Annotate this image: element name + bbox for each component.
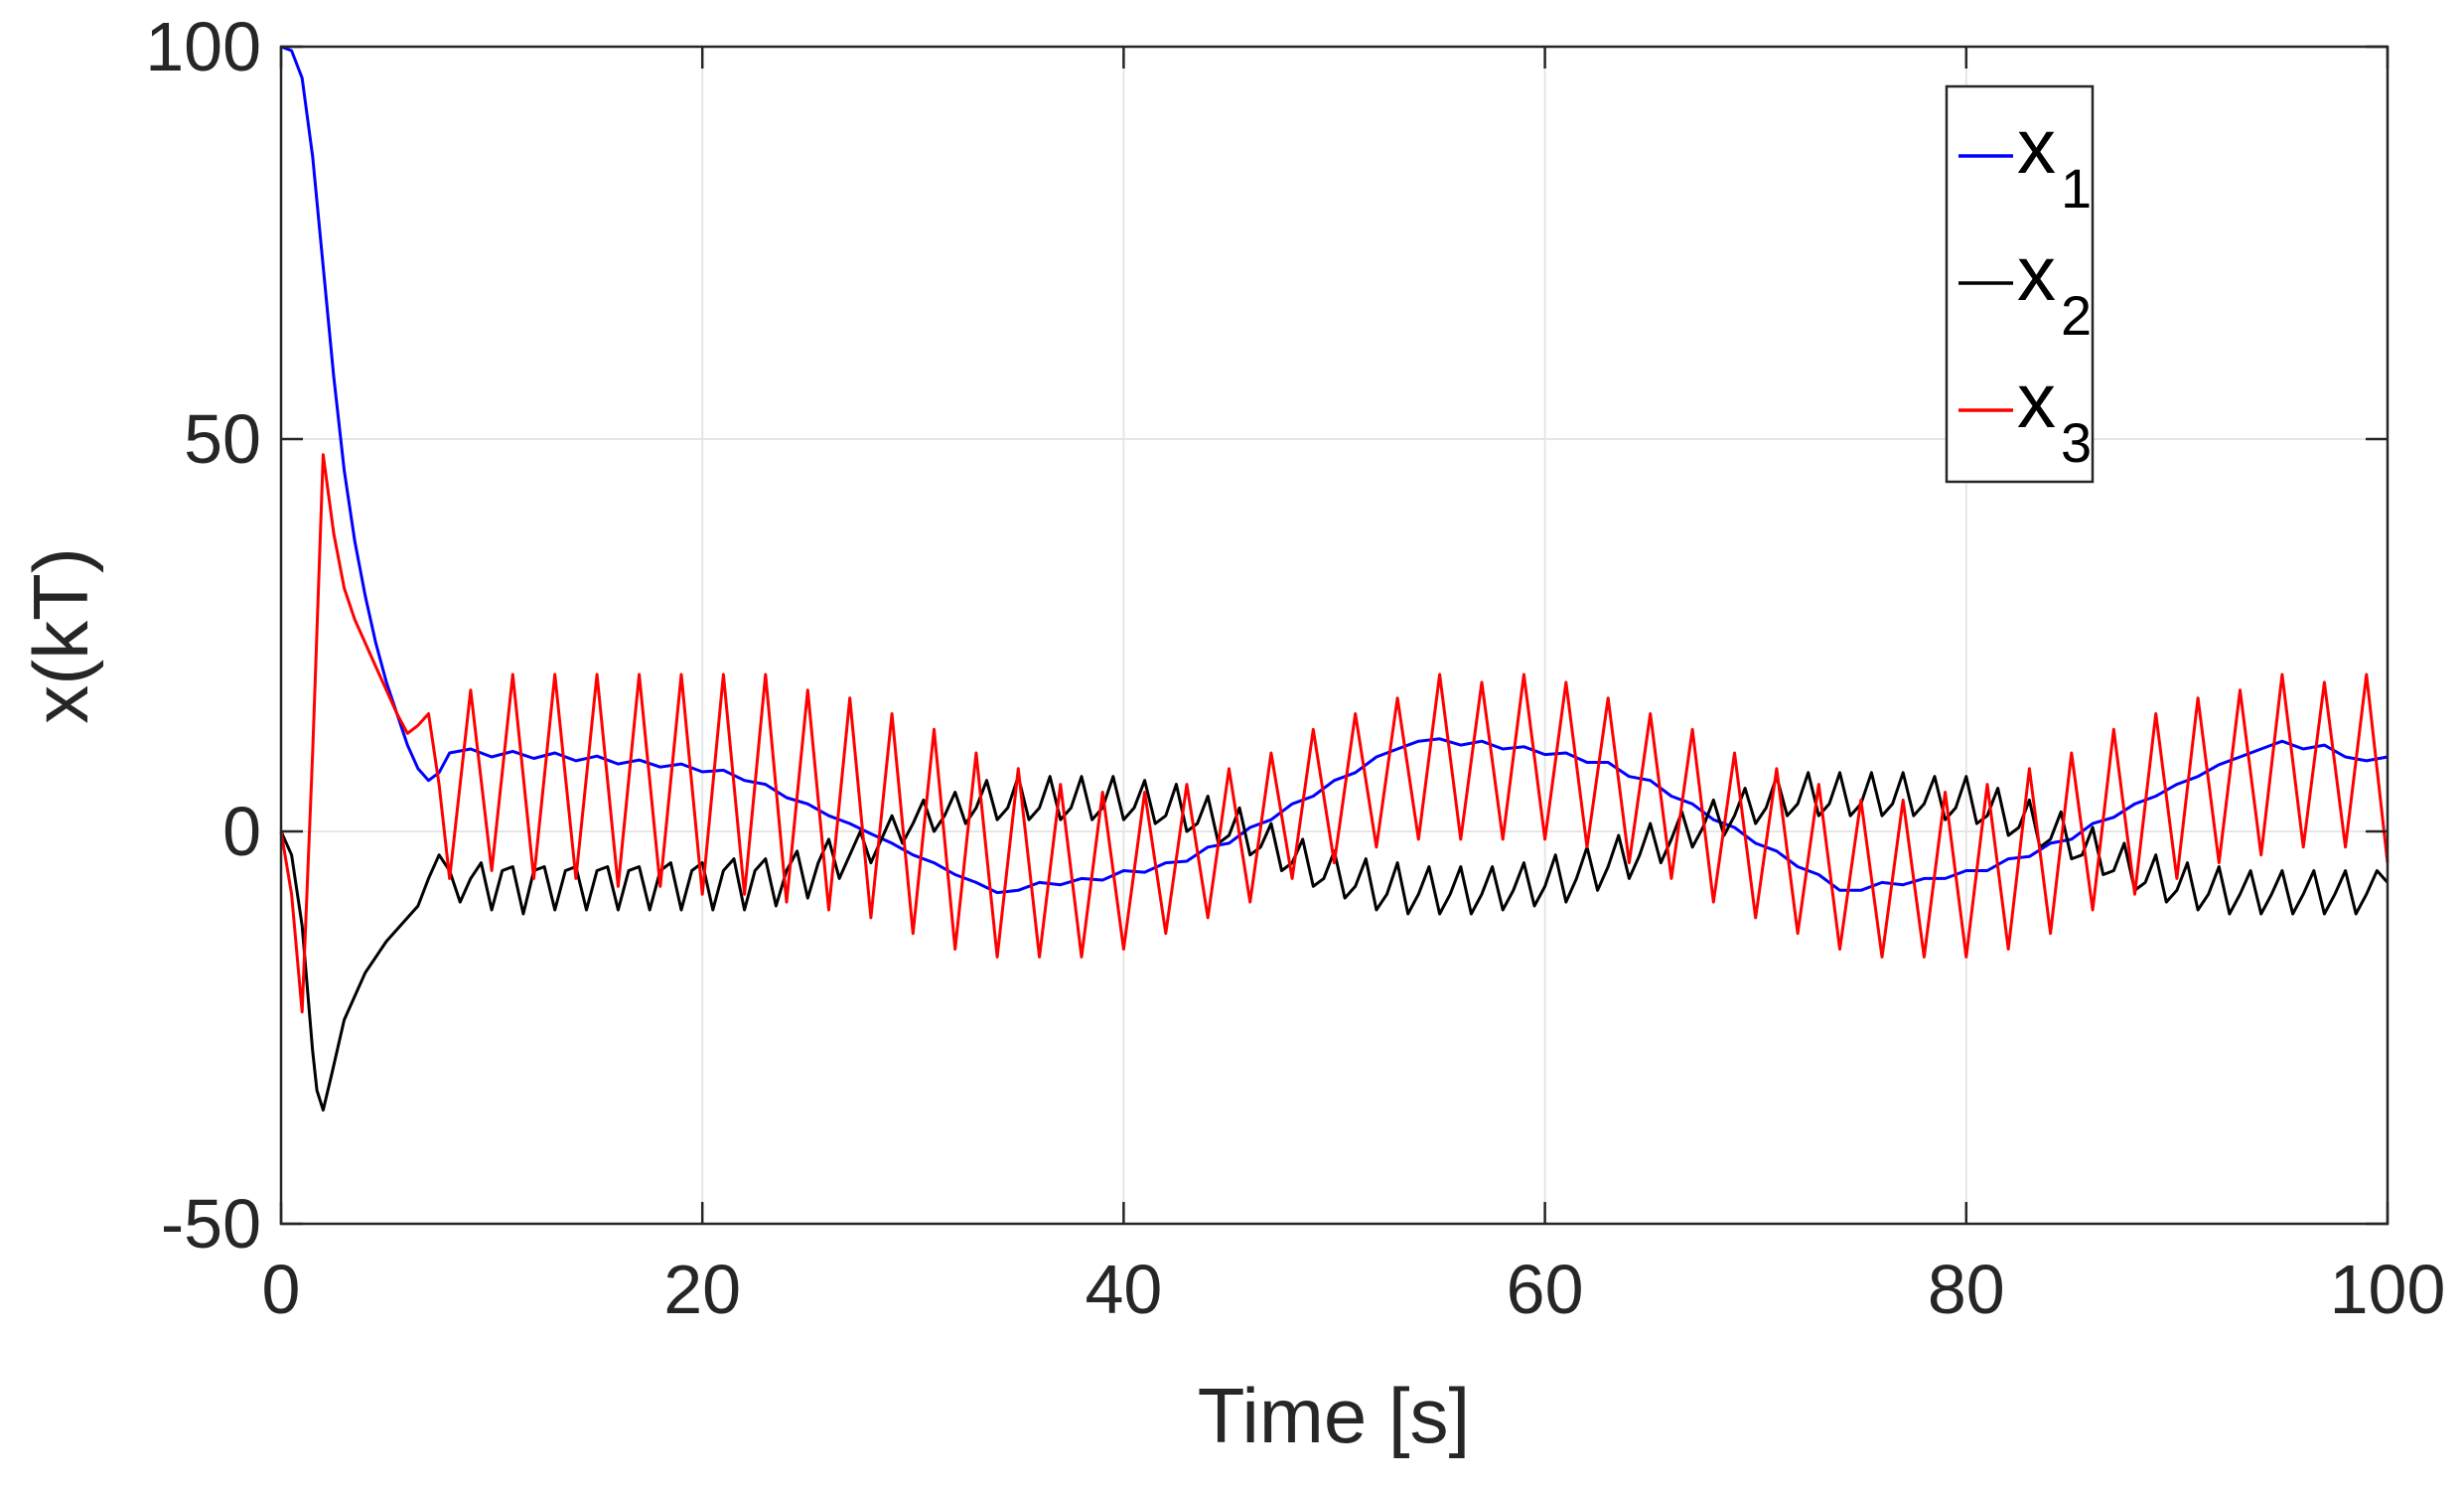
series-line-x1 (280, 45, 2389, 895)
y-tick-label: 100 (145, 8, 261, 85)
series-layer (279, 45, 2390, 1112)
y-axis-label: x(kT) (17, 547, 104, 724)
series-line-x3 (279, 453, 2390, 1014)
x-axis-label: Time [s] (1198, 1372, 1470, 1459)
legend-label-x2: x (2017, 229, 2056, 317)
y-tick-label: 50 (184, 400, 261, 478)
legend-subscript-x2: 2 (2061, 284, 2092, 347)
y-tick-label: -50 (161, 1185, 261, 1263)
legend-label-x1: x (2017, 102, 2056, 190)
x-tick-label: 40 (1085, 1251, 1162, 1328)
x-tick-label: 100 (2330, 1251, 2446, 1328)
x-tick-label: 0 (262, 1251, 301, 1328)
legend-subscript-x1: 1 (2061, 157, 2092, 220)
legend-subscript-x3: 3 (2061, 411, 2092, 474)
x-tick-label: 80 (1928, 1251, 2005, 1328)
axes-box (279, 45, 2390, 1226)
x-tick-label: 20 (663, 1251, 741, 1328)
legend-entries: x 1x 2x 3 (1958, 102, 2092, 474)
y-tick-label: 0 (222, 793, 261, 870)
legend-label-x3: x (2017, 357, 2056, 444)
x-tick-label: 60 (1507, 1251, 1584, 1328)
legend: x 1x 2x 3 (1945, 84, 2095, 484)
